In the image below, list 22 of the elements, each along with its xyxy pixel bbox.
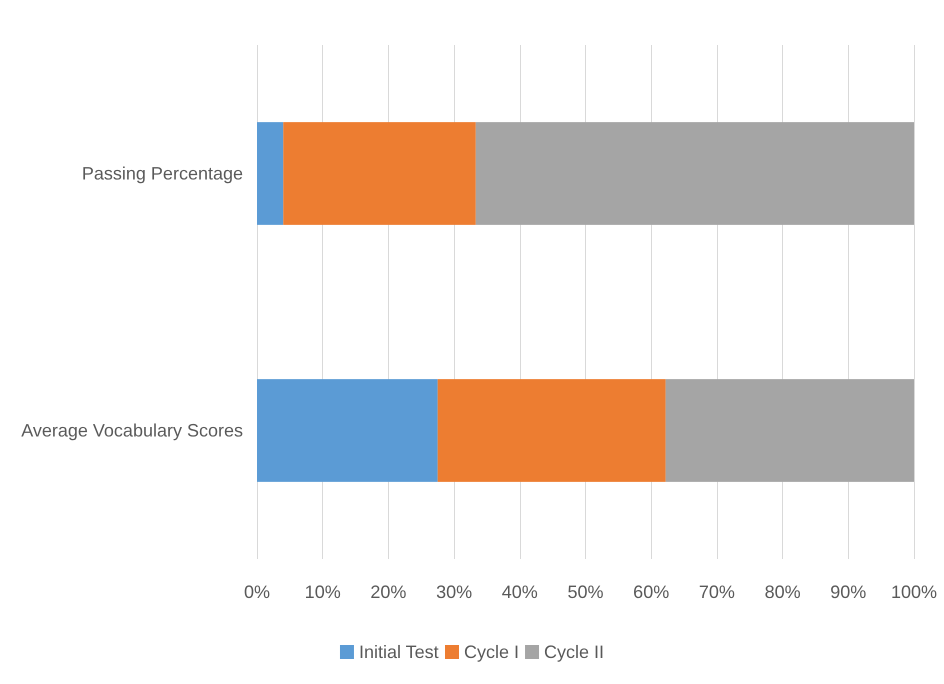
x-tick-label: 10% xyxy=(304,582,341,602)
bar xyxy=(257,379,438,482)
y-tick-label: Passing Percentage xyxy=(82,164,243,184)
legend-label: Cycle II xyxy=(544,642,604,662)
bar xyxy=(438,379,666,482)
legend-label: Cycle I xyxy=(464,642,520,662)
legend-label: Initial Test xyxy=(358,642,439,662)
x-tick-label: 0% xyxy=(244,582,270,602)
x-tick-label: 70% xyxy=(698,582,735,602)
bar xyxy=(283,122,476,225)
x-tick-label: 90% xyxy=(830,582,866,602)
bar xyxy=(666,379,914,482)
x-tick-label: 80% xyxy=(764,582,801,602)
x-tick-label: 50% xyxy=(567,582,604,602)
x-tick-label: 20% xyxy=(370,582,406,602)
x-tick-label: 100% xyxy=(890,582,938,602)
x-tick-label: 60% xyxy=(633,582,670,602)
bar xyxy=(257,122,284,225)
y-tick-label: Average Vocabulary Scores xyxy=(21,420,243,440)
x-tick-label: 30% xyxy=(436,582,472,602)
bar xyxy=(476,122,914,225)
x-tick-label: 40% xyxy=(502,582,538,602)
